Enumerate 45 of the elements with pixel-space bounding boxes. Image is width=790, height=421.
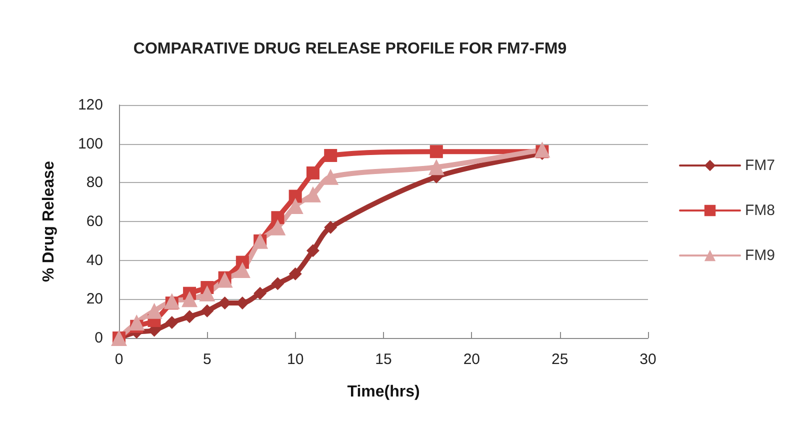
point [146, 302, 162, 319]
legend-label: FM9 [745, 247, 775, 264]
legend-label: FM8 [745, 202, 775, 219]
x-axis-title: Time(hrs) [347, 384, 420, 400]
y-tick-label: 60 [86, 213, 103, 230]
x-tick-label: 5 [202, 351, 212, 368]
point [306, 166, 320, 180]
chart-title: COMPARATIVE DRUG RELEASE PROFILE FOR FM7-FM9 [133, 40, 567, 58]
point [182, 291, 198, 308]
legend-label: FM7 [745, 157, 775, 174]
point [288, 267, 302, 280]
point [254, 286, 267, 300]
x-tick-label: 20 [463, 351, 480, 368]
point [324, 220, 338, 234]
x-tick-label: 15 [375, 351, 392, 368]
y-tick-label: 20 [86, 290, 103, 308]
point [534, 142, 550, 158]
point [428, 159, 444, 176]
point [270, 219, 286, 236]
point [200, 304, 214, 318]
y-axis-title: % Drug Release [40, 160, 58, 282]
y-tick-label: 0 [94, 330, 103, 346]
point [128, 314, 145, 330]
x-tick-label: 10 [286, 351, 304, 368]
point [234, 262, 250, 278]
point [164, 293, 180, 310]
y-tick-label: 80 [86, 174, 103, 192]
point [165, 316, 178, 329]
point [306, 244, 320, 258]
point [430, 145, 443, 158]
point [183, 310, 196, 324]
x-tick-label: 25 [551, 351, 568, 368]
point [288, 190, 302, 203]
point [216, 272, 233, 288]
x-tick-label: 0 [114, 351, 124, 368]
x-tick-label: 30 [640, 351, 656, 368]
point [271, 277, 284, 290]
y-tick-label: 100 [78, 135, 103, 152]
y-tick-label: 120 [78, 96, 103, 114]
point [322, 168, 339, 185]
point [304, 186, 321, 202]
point [271, 211, 284, 224]
y-tick-label: 40 [86, 252, 103, 269]
point [324, 148, 338, 162]
point [199, 285, 216, 302]
